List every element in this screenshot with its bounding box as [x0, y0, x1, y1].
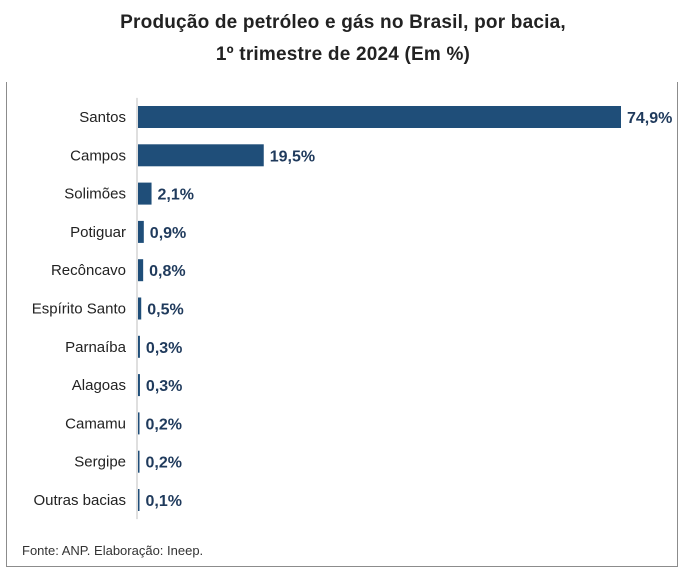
category-label: Solimões [64, 186, 126, 203]
chart-subtitle: 1º trimestre de 2024 (Em %) [215, 44, 471, 65]
value-label: 0,2% [146, 416, 182, 433]
value-label: 0,3% [146, 378, 182, 395]
bar [138, 259, 144, 282]
bar [138, 335, 140, 358]
category-label: Parnaíba [65, 339, 127, 356]
chart-frame [6, 82, 678, 567]
value-label: 19,5% [270, 148, 315, 165]
bar [138, 106, 621, 128]
value-label: 0,5% [147, 302, 183, 319]
category-label: Outras bacias [33, 492, 126, 509]
bar [138, 450, 140, 473]
value-label: 74,9% [627, 110, 672, 127]
source-note: Fonte: ANP. Elaboração: Ineep. [22, 543, 204, 558]
value-label: 0,3% [146, 340, 182, 357]
value-label: 2,1% [158, 187, 194, 204]
category-label: Campos [70, 147, 126, 164]
bar [138, 489, 140, 511]
bar [138, 220, 144, 243]
chart-title: Produção de petróleo e gás no Brasil, po… [120, 12, 566, 33]
value-label: 0,1% [146, 493, 182, 510]
bar [138, 297, 142, 320]
category-label: Espírito Santo [32, 301, 126, 318]
value-label: 0,2% [146, 455, 182, 472]
category-label: Santos [79, 109, 126, 126]
category-label: Alagoas [72, 377, 126, 394]
value-label: 0,9% [150, 225, 186, 242]
bar [138, 374, 140, 397]
value-label: 0,8% [149, 263, 185, 280]
bar [138, 182, 152, 205]
bar [138, 144, 264, 167]
category-label: Camamu [65, 415, 126, 432]
bar [138, 412, 140, 435]
category-label: Recôncavo [51, 262, 126, 279]
category-label: Potiguar [70, 224, 126, 241]
category-label: Sergipe [74, 454, 126, 471]
